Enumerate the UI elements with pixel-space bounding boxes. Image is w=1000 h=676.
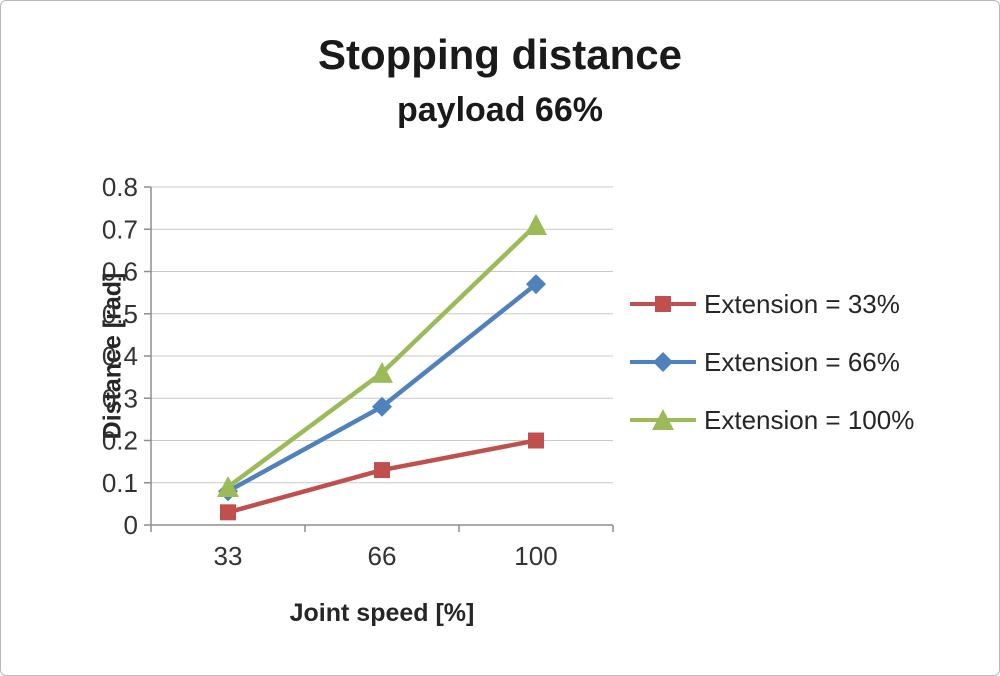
- svg-text:0.1: 0.1: [102, 468, 138, 498]
- svg-text:0.8: 0.8: [102, 173, 138, 202]
- svg-text:0.6: 0.6: [102, 257, 138, 287]
- svg-text:100: 100: [514, 541, 557, 571]
- legend-marker-square: [630, 296, 696, 312]
- plot-area: 0 0.1 0.2 0.3 0.4 0.5 0.6 0.7 0.8 33 66 100: [102, 173, 614, 571]
- legend-item-extension-100: Extension = 100%: [629, 391, 914, 449]
- legend-item-extension-66: Extension = 66%: [629, 333, 914, 391]
- chart-subtitle: payload 66%: [397, 91, 603, 129]
- svg-text:66: 66: [368, 541, 397, 571]
- svg-text:0.5: 0.5: [102, 299, 138, 329]
- svg-text:33: 33: [214, 541, 243, 571]
- legend-marker-triangle: [630, 409, 696, 430]
- legend-label: Extension = 66%: [704, 346, 900, 377]
- x-axis-title: Joint speed [%]: [289, 599, 475, 627]
- svg-text:0.3: 0.3: [102, 383, 138, 413]
- legend-label: Extension = 33%: [704, 288, 900, 319]
- chart-legend: Extension = 33% Extension = 66% Extensio…: [629, 275, 914, 449]
- legend-label: Extension = 100%: [704, 404, 915, 435]
- legend-marker-diamond: [630, 352, 696, 372]
- chart-title: Stopping distance: [317, 31, 682, 78]
- svg-text:0.7: 0.7: [102, 214, 138, 244]
- svg-text:0: 0: [124, 510, 138, 540]
- svg-text:0.2: 0.2: [102, 426, 138, 456]
- svg-text:0.4: 0.4: [102, 341, 138, 371]
- legend-item-extension-33: Extension = 33%: [629, 275, 914, 333]
